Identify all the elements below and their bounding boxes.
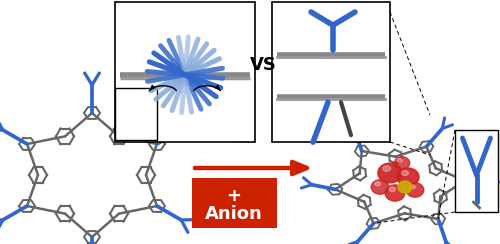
Ellipse shape xyxy=(375,182,380,186)
FancyArrowPatch shape xyxy=(215,85,220,91)
Text: Anion: Anion xyxy=(205,205,263,223)
FancyArrowPatch shape xyxy=(195,162,307,174)
Ellipse shape xyxy=(397,168,419,186)
Bar xyxy=(272,2,390,142)
Ellipse shape xyxy=(385,185,405,201)
Ellipse shape xyxy=(394,157,409,169)
Bar xyxy=(115,88,157,140)
Ellipse shape xyxy=(389,187,396,192)
FancyArrowPatch shape xyxy=(150,85,155,91)
Bar xyxy=(192,178,277,228)
Ellipse shape xyxy=(406,183,424,197)
Bar xyxy=(115,2,255,142)
Ellipse shape xyxy=(383,166,390,171)
Text: VS: VS xyxy=(250,56,276,74)
Ellipse shape xyxy=(398,158,402,162)
Bar xyxy=(455,130,498,212)
Ellipse shape xyxy=(371,180,389,194)
Ellipse shape xyxy=(378,163,402,183)
Ellipse shape xyxy=(398,181,412,193)
Ellipse shape xyxy=(410,185,416,189)
Ellipse shape xyxy=(402,171,408,175)
Text: +: + xyxy=(226,187,242,205)
